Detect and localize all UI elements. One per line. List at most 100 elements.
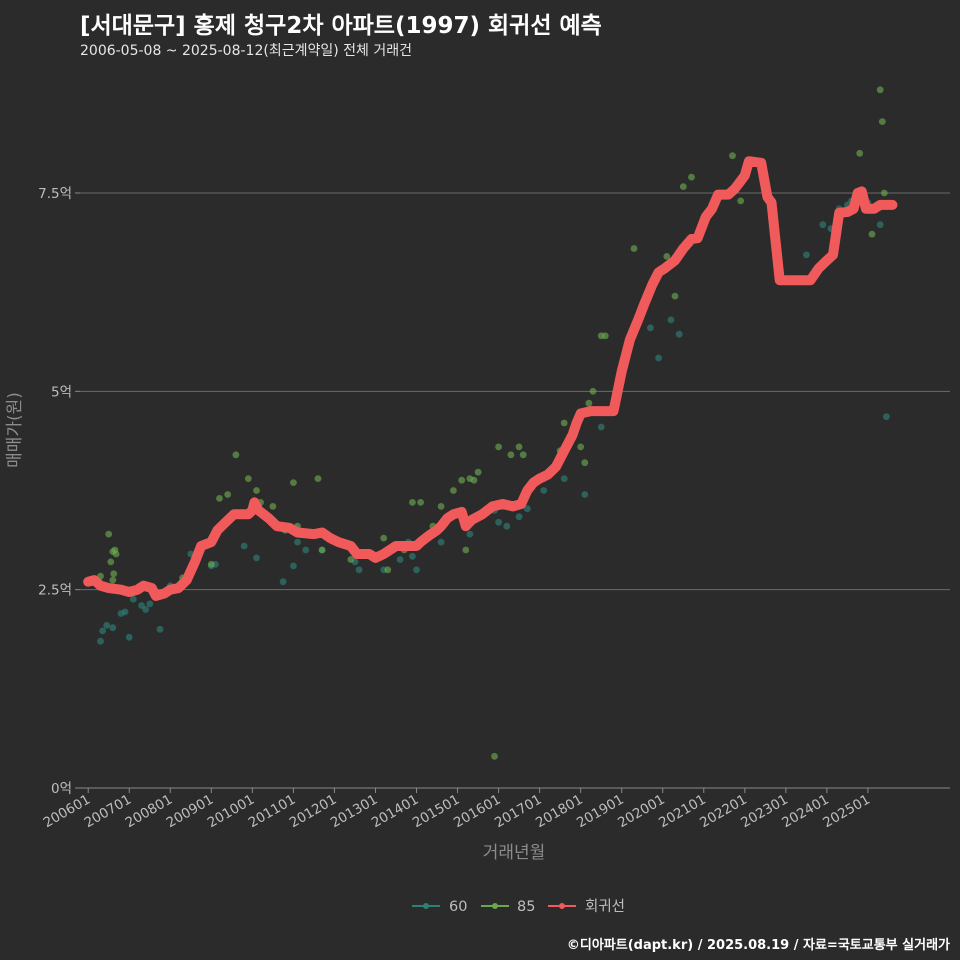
legend-swatch-60-dot	[423, 903, 429, 909]
point-60	[523, 505, 531, 513]
point-60	[581, 491, 589, 498]
point-60	[109, 624, 117, 632]
point-85	[244, 475, 252, 482]
point-60	[129, 595, 137, 603]
point-85	[112, 550, 120, 558]
point-60	[495, 518, 502, 526]
point-60	[253, 554, 260, 562]
legend: 60 85 회귀선	[412, 898, 625, 915]
point-60	[667, 316, 675, 324]
source-caption: ©디아파트(dapt.kr) / 2025.08.19 / 자료=국토교통부 실…	[566, 938, 950, 953]
point-60	[103, 622, 111, 629]
point-85	[495, 443, 502, 451]
point-60	[409, 552, 416, 560]
grid-layer	[80, 192, 950, 789]
x-axis: 2006012007012008012009012010012011012012…	[41, 788, 873, 831]
point-85	[491, 752, 498, 760]
point-85	[560, 419, 568, 427]
point-85	[409, 499, 416, 506]
point-85	[589, 387, 597, 395]
point-60	[560, 475, 568, 482]
point-85	[462, 546, 470, 554]
point-85	[384, 566, 392, 574]
point-85	[450, 487, 457, 494]
point-85	[856, 149, 864, 157]
point-85	[216, 495, 223, 502]
point-85	[318, 546, 326, 554]
point-60	[413, 566, 420, 574]
point-85	[207, 560, 215, 568]
point-85	[880, 189, 888, 197]
point-60	[99, 627, 106, 635]
point-85	[519, 451, 527, 459]
point-85	[630, 245, 638, 252]
point-85	[105, 530, 113, 538]
legend-swatch-85-dot	[492, 903, 498, 909]
legend-label-60: 60	[449, 899, 467, 915]
point-60	[121, 608, 129, 616]
point-60	[819, 221, 827, 229]
point-85	[314, 475, 322, 482]
point-85	[507, 451, 515, 459]
point-85	[688, 173, 695, 181]
point-85	[290, 479, 297, 486]
point-85	[878, 118, 886, 125]
point-60	[302, 546, 310, 554]
point-60	[883, 413, 890, 421]
point-85	[224, 491, 232, 498]
y-tick-label: 2.5억	[38, 583, 72, 599]
point-85	[729, 152, 736, 160]
point-60	[125, 633, 133, 641]
point-60	[515, 513, 523, 521]
point-85	[671, 292, 679, 300]
point-60	[156, 625, 164, 633]
point-85	[581, 459, 589, 467]
point-60	[466, 530, 474, 538]
series-60	[97, 189, 890, 645]
point-60	[876, 221, 884, 229]
legend-label-regression: 회귀선	[585, 898, 625, 915]
x-axis-label: 거래년월	[483, 843, 546, 863]
point-85	[663, 253, 671, 260]
point-85	[585, 399, 593, 407]
y-axis-label: 매매가(원)	[5, 392, 25, 468]
point-60	[597, 423, 605, 431]
series-regression	[83, 156, 898, 601]
point-85	[474, 468, 482, 476]
point-85	[417, 499, 424, 506]
point-85	[232, 451, 240, 459]
point-85	[109, 576, 117, 584]
regression-line	[83, 156, 898, 601]
point-85	[577, 443, 585, 451]
chart-subtitle: 2006-05-08 ~ 2025-08-12(최근계약일) 전체 거래건	[80, 43, 412, 59]
point-85	[269, 503, 277, 510]
point-85	[515, 443, 523, 451]
legend-label-85: 85	[517, 899, 535, 915]
point-60	[503, 522, 511, 530]
point-60	[437, 538, 445, 546]
point-60	[540, 487, 548, 494]
point-85	[347, 556, 355, 563]
chart-title: [서대문구] 홍제 청구2차 아파트(1997) 회귀선 예측	[80, 13, 602, 39]
point-60	[97, 637, 104, 645]
point-85	[107, 558, 115, 566]
point-60	[279, 578, 287, 586]
y-tick-label: 5억	[51, 384, 72, 400]
point-60	[294, 538, 301, 546]
point-85	[868, 230, 876, 238]
point-60	[675, 330, 683, 338]
point-60	[803, 251, 810, 259]
y-axis: 0억 2.5억 5억 7.5억	[38, 186, 80, 797]
point-60	[655, 354, 662, 362]
point-60	[142, 606, 150, 613]
point-85	[601, 332, 609, 340]
point-60	[647, 324, 654, 332]
y-tick-label: 7.5억	[38, 186, 72, 202]
point-60	[355, 566, 363, 574]
point-85	[380, 534, 388, 542]
legend-swatch-regression-dot	[559, 903, 565, 909]
point-85	[458, 476, 466, 484]
x-tick-label: 202501	[820, 792, 873, 832]
point-85	[437, 503, 445, 510]
